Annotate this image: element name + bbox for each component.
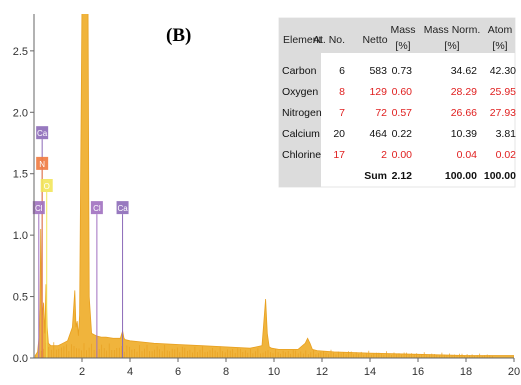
table-cell: 3.81: [496, 128, 517, 140]
table-header-cell: Element: [283, 34, 322, 46]
panel-label: (B): [166, 25, 191, 46]
table-cell: Carbon: [282, 65, 317, 77]
table-cell: 0.22: [392, 128, 413, 140]
element-marker-label: Cl: [35, 204, 43, 213]
table-cell: 28.29: [451, 86, 477, 98]
table-cell: 34.62: [451, 65, 477, 77]
table-cell: Calcium: [282, 128, 320, 140]
element-marker-box: [116, 201, 129, 215]
table-header-cell: Atom: [488, 24, 513, 36]
table-cell: 583: [369, 65, 387, 77]
element-marker-layer: Ca N O Cl Cl Ca: [32, 126, 129, 358]
element-marker-label: N: [39, 160, 45, 169]
x-tick-label: 6: [175, 366, 181, 378]
table-cell: 42.30: [490, 65, 516, 77]
table-cell: 129: [369, 86, 387, 98]
table-cell: 2: [381, 149, 387, 161]
table-row: Carbon 6 583 0.73 34.62 42.30: [282, 65, 516, 77]
table-cell: 464: [369, 128, 387, 140]
table-cell: 0.02: [496, 149, 517, 161]
x-tick-label: 10: [268, 366, 280, 378]
table-header-unit: [%]: [492, 40, 507, 52]
y-tick-label: 1.5: [13, 169, 28, 181]
table-cell: Nitrogen: [282, 107, 322, 119]
element-marker-box: [32, 201, 45, 215]
spectrum-noise: [40, 342, 493, 358]
table-cell: 10.39: [451, 128, 477, 140]
x-tick-label: 2: [79, 366, 85, 378]
x-tick-label: 4: [127, 366, 133, 378]
table-cell: 26.66: [451, 107, 477, 119]
element-marker: Ca: [116, 201, 129, 358]
y-tick-label: 1.0: [13, 230, 28, 242]
table-cell: 20: [333, 128, 345, 140]
table-cell: 8: [339, 86, 345, 98]
x-tick-label: 18: [460, 366, 472, 378]
table-cell: 6: [339, 65, 345, 77]
element-marker-box: [36, 156, 49, 170]
table-header-cell: Mass Norm.: [424, 24, 481, 36]
table-cell: 17: [333, 149, 345, 161]
element-marker-box: [90, 201, 103, 215]
element-marker-label: O: [44, 182, 50, 191]
table-sum-cell: Sum: [364, 170, 387, 182]
element-marker-box: [40, 179, 53, 192]
x-tick-label: 14: [364, 366, 376, 378]
table-row: Calcium 20 464 0.22 10.39 3.81: [282, 128, 516, 140]
x-tick-label: 16: [412, 366, 424, 378]
y-tick-label: 0.0: [13, 353, 28, 365]
table-header-cell: Mass: [390, 24, 415, 36]
table-cell: 7: [339, 107, 345, 119]
table-cell: 25.95: [490, 86, 516, 98]
table-row: Chlorine 17 2 0.00 0.04 0.02: [282, 149, 516, 161]
axis-layer: 2 4 6 8 10 12 14 16 18 20 0.0 0.5 1.0 1.5 2.0 2.5: [13, 14, 520, 378]
table-cell: Oxygen: [282, 86, 318, 98]
x-tick-label: 12: [316, 366, 328, 378]
table-cell: 0.00: [392, 149, 413, 161]
x-tick-label: 20: [508, 366, 520, 378]
table-header-unit: [%]: [444, 40, 459, 52]
element-marker: Cl: [90, 201, 103, 358]
table-cell: 0.57: [392, 107, 413, 119]
table-header-unit: [%]: [395, 40, 410, 52]
table-sum-cell: 100.00: [445, 170, 477, 182]
table-header-cell: Netto: [362, 34, 387, 46]
table-header-cell: At. No.: [313, 34, 345, 46]
table-sum-cell: 2.12: [392, 170, 413, 182]
y-tick-label: 2.5: [13, 46, 28, 58]
element-marker-label: Ca: [117, 204, 128, 213]
table-sum-row: Sum 2.12 100.00 100.00: [364, 170, 516, 182]
table-row: Oxygen 8 129 0.60 28.29 25.95: [282, 86, 516, 98]
table-cell: 72: [375, 107, 387, 119]
y-tick-label: 2.0: [13, 107, 28, 119]
table-row: Nitrogen 7 72 0.57 26.66 27.93: [282, 107, 516, 119]
y-tick-label: 0.5: [13, 292, 28, 304]
table-cell: 0.60: [392, 86, 413, 98]
element-marker: Cl: [32, 201, 45, 358]
table-cell: Chlorine: [282, 149, 321, 161]
element-marker-label: Cl: [93, 204, 101, 213]
table-cell: 0.73: [392, 65, 413, 77]
element-marker-box: [36, 126, 49, 140]
x-tick-label: 8: [223, 366, 229, 378]
table-cell: 0.04: [457, 149, 478, 161]
table-cell: 27.93: [490, 107, 516, 119]
table-element-column-band: [279, 18, 321, 187]
table-sum-cell: 100.00: [484, 170, 516, 182]
element-marker-label: Ca: [37, 129, 48, 138]
element-marker: O: [40, 179, 53, 358]
